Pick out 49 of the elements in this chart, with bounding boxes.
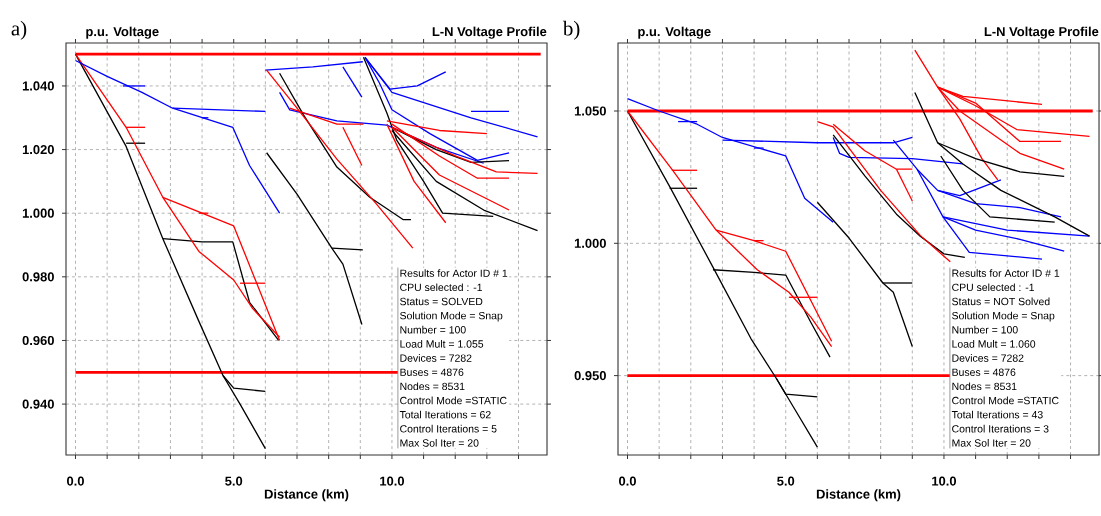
annotation: Nodes = 8531 bbox=[952, 382, 1017, 391]
annotation: Results for Actor ID # 1 bbox=[400, 269, 508, 277]
y-tick-label: 0.980 bbox=[22, 272, 54, 282]
y-tick-label: 1.000 bbox=[574, 238, 606, 248]
annotation: Max Sol Iter = 20 bbox=[952, 439, 1031, 447]
annotation: Status = SOLVED bbox=[400, 297, 483, 306]
annotation: Solution Mode = Snap bbox=[400, 311, 503, 322]
annotation: Total Iterations = 62 bbox=[399, 410, 491, 419]
y-tick-label: 1.050 bbox=[574, 106, 606, 116]
annotation: Number = 100 bbox=[952, 325, 1018, 334]
annotation: Control Mode =STATIC bbox=[400, 396, 507, 405]
y-tick-label: 1.020 bbox=[22, 144, 54, 155]
y-tick-label: 0.960 bbox=[22, 335, 54, 346]
annotation: Control Iterations = 3 bbox=[952, 424, 1049, 433]
y-tick-label: 1.000 bbox=[22, 208, 54, 218]
annotation: Buses = 4876 bbox=[952, 368, 1016, 376]
text: b) bbox=[562, 20, 580, 40]
annotation: Max Sol Iter = 20 bbox=[400, 439, 479, 447]
x-axis-title: Distance (km) bbox=[816, 489, 901, 502]
y-tick-label: 0.950 bbox=[574, 371, 606, 381]
x-tick-label: 0.0 bbox=[619, 476, 636, 486]
annotation: Number = 100 bbox=[400, 325, 466, 334]
annotation: Devices = 7282 bbox=[400, 354, 472, 362]
annotation: Solution Mode = Snap bbox=[952, 311, 1055, 322]
y-tick-label: 0.940 bbox=[22, 399, 54, 409]
y-tick-label: 1.040 bbox=[22, 81, 54, 91]
annotation: Devices = 7282 bbox=[952, 354, 1024, 362]
x-tick-label: 10.0 bbox=[932, 476, 957, 486]
annotation: Load Mult = 1.055 bbox=[400, 339, 484, 348]
annotation: Load Mult = 1.060 bbox=[952, 339, 1036, 348]
annotation: CPU selected : -1 bbox=[952, 283, 1035, 292]
y-axis-title: p.u. Voltage bbox=[638, 26, 711, 39]
x-axis-title: Distance (km) bbox=[264, 489, 349, 502]
chart-title: L-N Voltage Profile bbox=[984, 26, 1099, 39]
annotation: Status = NOT Solved bbox=[952, 297, 1050, 306]
annotation: Nodes = 8531 bbox=[400, 382, 465, 391]
annotation: Control Iterations = 5 bbox=[400, 424, 497, 433]
y-axis-title: p.u. Voltage bbox=[86, 26, 159, 39]
text: a) bbox=[11, 20, 27, 40]
annotation: Total Iterations = 43 bbox=[951, 410, 1043, 419]
x-tick-label: 5.0 bbox=[225, 476, 243, 486]
annotation: CPU selected : -1 bbox=[400, 283, 482, 292]
annotation: Results for Actor ID # 1 bbox=[952, 269, 1060, 277]
chart-title: L-N Voltage Profile bbox=[432, 26, 547, 39]
annotation: Control Mode =STATIC bbox=[952, 396, 1059, 405]
annotation: Buses = 4876 bbox=[400, 368, 464, 376]
x-tick-label: 10.0 bbox=[380, 476, 405, 486]
x-tick-label: 0.0 bbox=[67, 476, 84, 486]
x-tick-label: 5.0 bbox=[777, 476, 795, 486]
